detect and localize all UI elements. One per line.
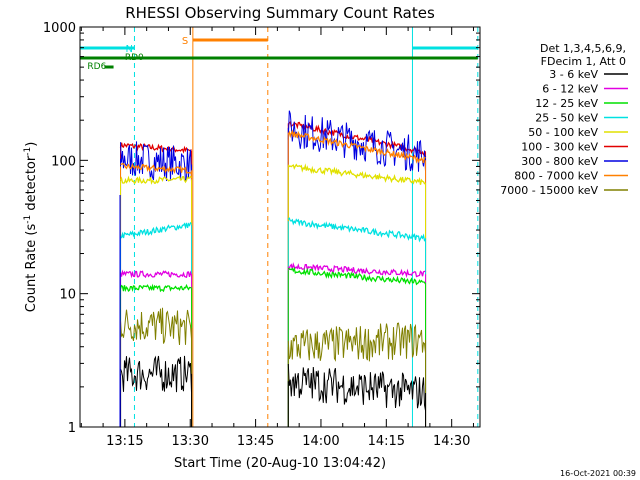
trace-12-25-seg1 <box>287 266 427 286</box>
y-tick-label-1000: 1000 <box>43 21 76 36</box>
legend-entry-label-1: 6 - 12 keV <box>542 83 598 96</box>
legend-entry-label-3: 25 - 50 keV <box>535 112 598 125</box>
trace-edge-25-50-seg1 <box>287 221 427 427</box>
x-tick-label-13:45: 13:45 <box>237 434 274 449</box>
trace-800-7000-seg0 <box>120 162 192 174</box>
legend-entry-label-7: 800 - 7000 keV <box>514 170 598 183</box>
trace-50-100-seg0 <box>119 175 192 185</box>
y-axis-label-main: Count Rate (s <box>24 224 39 313</box>
trace-3-6-seg0 <box>120 355 192 393</box>
night-flag-label: N <box>125 44 132 55</box>
legend-entry-label-5: 100 - 300 keV <box>521 141 598 154</box>
x-tick-label-13:15: 13:15 <box>106 434 143 449</box>
y-axis-label-unit: detector <box>24 155 39 215</box>
legend-header-line-0: Det 1,3,4,5,6,9, <box>540 42 626 55</box>
legend: Det 1,3,4,5,6,9,FDecim 1, Att 03 - 6 keV… <box>500 42 628 197</box>
plot-frame <box>79 26 481 428</box>
legend-entry-label-2: 12 - 25 keV <box>535 97 598 110</box>
saa-flag-label: S <box>182 36 188 47</box>
trace-edge-800-7000-seg0 <box>120 166 193 427</box>
legend-header-line-1: FDecim 1, Att 0 <box>541 55 626 68</box>
trace-edge-3-6-seg1 <box>287 381 427 427</box>
trace-7000-15000-seg1 <box>287 322 426 362</box>
y-tick-label-100: 100 <box>51 154 76 169</box>
axes: 13:15 13:30 13:45 14:00 14:15 14:30 1 10 100 1000 <box>43 21 480 449</box>
legend-entry-label-4: 50 - 100 keV <box>528 126 598 139</box>
plot-area: N S RD0 RD6 <box>79 27 479 427</box>
trace-edge-300-800-seg0 <box>120 158 193 427</box>
trace-6-12-seg1 <box>287 262 426 278</box>
trace-edge-12-25-seg1 <box>287 270 427 427</box>
legend-entry-label-6: 300 - 800 keV <box>521 155 598 168</box>
rd6-flag-label: RD6 <box>87 62 106 72</box>
y-axis-label-close: ) <box>24 142 39 147</box>
rd0-flag-label: RD0 <box>125 53 144 63</box>
trace-6-12-seg0 <box>119 269 193 279</box>
trace-800-7000-seg1 <box>287 129 426 164</box>
y-tick-label-10: 10 <box>59 288 76 303</box>
y-axis-label: Count Rate (s-1 detector-1) <box>23 142 39 313</box>
trace-100-300-seg0 <box>119 142 192 154</box>
legend-entry-label-0: 3 - 6 keV <box>549 68 598 81</box>
trace-edge-50-100-seg0 <box>120 179 193 427</box>
legend-entry-label-8: 7000 - 15000 keV <box>500 184 598 197</box>
trace-50-100-seg1 <box>287 163 426 185</box>
trace-3-6-seg1 <box>287 363 426 411</box>
y-axis-label-exponent: -1 <box>23 215 33 224</box>
x-tick-label-13:30: 13:30 <box>172 434 209 449</box>
trace-300-800-seg1 <box>287 110 426 172</box>
x-tick-label-14:15: 14:15 <box>368 434 405 449</box>
trace-7000-15000-seg0 <box>120 307 192 346</box>
x-axis-label: Start Time (20-Aug-10 13:04:42) <box>174 456 386 471</box>
trace-300-800-seg0 <box>120 141 192 182</box>
y-tick-label-1: 1 <box>68 421 76 436</box>
trace-edge-6-12-seg0 <box>120 274 193 427</box>
trace-25-50-seg0 <box>120 221 192 239</box>
trace-25-50-seg1 <box>287 217 426 243</box>
chart-title: RHESSI Observing Summary Count Rates <box>125 4 435 22</box>
y-axis-label-exponent-2: -1 <box>23 147 33 156</box>
trace-edge-6-12-seg1 <box>287 266 427 427</box>
footer-timestamp: 16-Oct-2021 00:39 <box>560 469 636 478</box>
trace-12-25-seg0 <box>119 283 192 293</box>
x-tick-label-14:30: 14:30 <box>433 434 470 449</box>
x-tick-label-14:00: 14:00 <box>302 434 339 449</box>
